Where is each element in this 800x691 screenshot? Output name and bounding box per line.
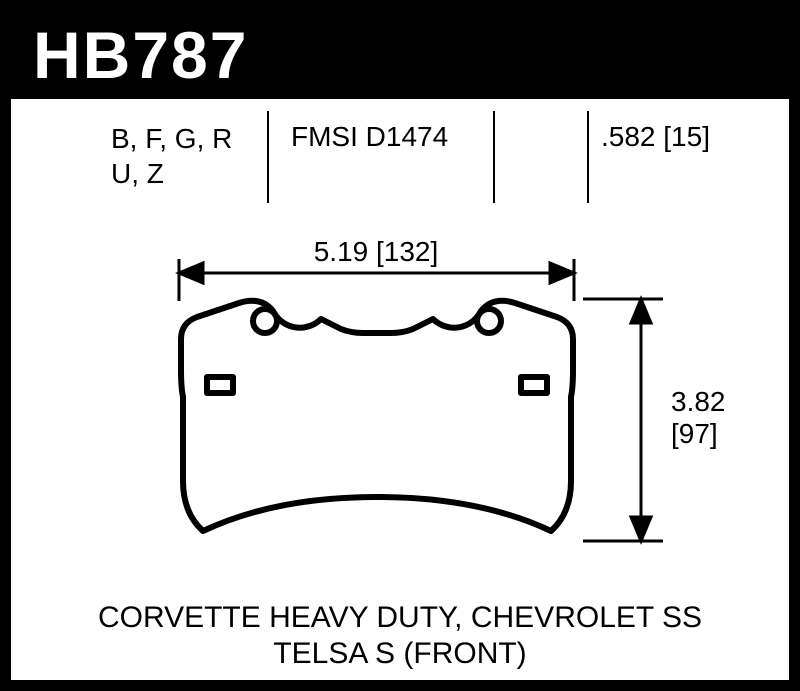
divider-line: [493, 111, 495, 203]
height-label-line2: [97]: [671, 418, 718, 449]
brake-pad-outline: [181, 301, 573, 531]
height-dimension: [583, 299, 663, 541]
application-text: CORVETTE HEAVY DUTY, CHEVROLET SS TELSA …: [11, 600, 789, 672]
part-number: HB787: [33, 17, 248, 93]
header-bar: HB787: [11, 11, 789, 99]
width-label: 5.19 [132]: [314, 236, 439, 267]
footer-line2: TELSA S (FRONT): [273, 637, 526, 670]
thickness-value: .582 [15]: [601, 121, 710, 153]
brake-pad-diagram: 5.19 [132] 3.82 [97]: [11, 211, 789, 621]
compounds-line1: B, F, G, R: [111, 123, 232, 154]
fmsi-code: FMSI D1474: [291, 121, 448, 153]
divider-line: [267, 111, 269, 203]
footer-line1: CORVETTE HEAVY DUTY, CHEVROLET SS: [98, 601, 702, 634]
compounds-line2: U, Z: [111, 158, 164, 189]
height-label-line1: 3.82: [671, 386, 726, 417]
spec-sheet: HB787 B, F, G, R U, Z FMSI D1474 .582 [1…: [0, 0, 800, 691]
compound-codes: B, F, G, R U, Z: [111, 121, 232, 191]
divider-line: [587, 111, 589, 203]
